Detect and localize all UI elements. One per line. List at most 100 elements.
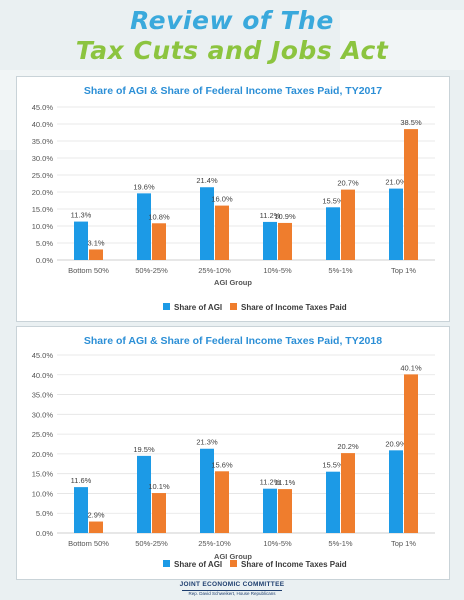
y-tick-label: 25.0% xyxy=(32,171,54,180)
bar xyxy=(137,455,151,533)
x-tick-label: 10%-5% xyxy=(263,266,292,275)
data-label: 11.3% xyxy=(71,211,92,220)
data-label: 21.4% xyxy=(196,176,218,185)
data-label: 11.1% xyxy=(275,478,296,487)
data-label: 20.2% xyxy=(337,442,359,451)
footer-logo: JOINT ECONOMIC COMMITTEE Rep. David Schw… xyxy=(0,581,464,596)
data-label: 10.1% xyxy=(148,482,170,491)
x-tick-label: Top 1% xyxy=(391,539,416,548)
headline-line-1: Review of The xyxy=(130,6,334,35)
data-label: 21.0% xyxy=(385,178,407,187)
legend-swatch xyxy=(230,303,237,310)
x-axis-label: AGI Group xyxy=(214,552,252,561)
bar xyxy=(341,453,355,533)
data-label: 15.5% xyxy=(322,461,344,470)
footer-sub: Rep. David Schweikert, House Republicans xyxy=(188,590,276,596)
bar xyxy=(89,249,103,260)
y-tick-label: 45.0% xyxy=(32,351,54,360)
chart-ty2018: Share of AGI & Share of Federal Income T… xyxy=(32,335,435,569)
data-label: 15.5% xyxy=(322,196,344,205)
legend-swatch xyxy=(163,560,170,567)
footer-org: JOINT ECONOMIC COMMITTEE xyxy=(179,581,285,588)
legend-label: Share of Income Taxes Paid xyxy=(241,560,347,569)
bar xyxy=(326,471,340,533)
y-tick-label: 35.0% xyxy=(32,137,54,146)
y-tick-label: 10.0% xyxy=(32,222,54,231)
x-tick-label: Bottom 50% xyxy=(68,539,109,548)
bar xyxy=(152,223,166,260)
data-label: 16.0% xyxy=(211,195,233,204)
chart-title: Share of AGI & Share of Federal Income T… xyxy=(84,335,382,347)
bar xyxy=(74,221,88,260)
legend-swatch xyxy=(230,560,237,567)
bar xyxy=(404,374,418,533)
bar xyxy=(74,487,88,533)
data-label: 38.5% xyxy=(400,118,422,127)
data-label: 11.2% xyxy=(260,211,281,220)
data-label: 40.1% xyxy=(400,363,422,372)
y-tick-label: 20.0% xyxy=(32,450,54,459)
data-label: 19.6% xyxy=(133,182,155,191)
y-tick-label: 40.0% xyxy=(32,371,54,380)
bar xyxy=(215,471,229,533)
x-tick-label: 25%-10% xyxy=(198,539,231,548)
y-tick-label: 20.0% xyxy=(32,188,54,197)
bar xyxy=(152,493,166,533)
bar xyxy=(341,189,355,260)
x-tick-label: 10%-5% xyxy=(263,539,292,548)
legend-label: Share of AGI xyxy=(174,560,222,569)
y-tick-label: 35.0% xyxy=(32,391,54,400)
data-label: 20.9% xyxy=(385,439,407,448)
bar xyxy=(89,521,103,533)
bar xyxy=(200,187,214,260)
chart-title: Share of AGI & Share of Federal Income T… xyxy=(84,85,382,97)
x-tick-label: Top 1% xyxy=(391,266,416,275)
chart-ty2017: Share of AGI & Share of Federal Income T… xyxy=(32,85,435,312)
y-tick-label: 40.0% xyxy=(32,120,54,129)
y-tick-label: 5.0% xyxy=(36,239,53,248)
headline-line-2: Tax Cuts and Jobs Act xyxy=(75,36,389,65)
x-tick-label: 5%-1% xyxy=(328,266,353,275)
data-label: 10.9% xyxy=(274,212,296,221)
data-label: 11.2% xyxy=(260,478,281,487)
x-tick-label: Bottom 50% xyxy=(68,266,109,275)
bar xyxy=(389,188,403,260)
data-label: 21.3% xyxy=(196,438,218,447)
background-shape xyxy=(340,10,464,70)
bar xyxy=(278,222,292,260)
bar xyxy=(215,205,229,260)
y-tick-label: 15.0% xyxy=(32,470,54,479)
y-tick-label: 25.0% xyxy=(32,430,54,439)
data-label: 15.6% xyxy=(211,460,233,469)
y-tick-label: 45.0% xyxy=(32,103,54,112)
chart-panel-2018: Share of AGI & Share of Federal Income T… xyxy=(16,326,450,580)
bar xyxy=(389,450,403,533)
legend-label: Share of AGI xyxy=(174,303,222,312)
data-label: 2.9% xyxy=(87,511,104,520)
y-tick-label: 0.0% xyxy=(36,256,53,265)
bar xyxy=(200,448,214,533)
y-tick-label: 30.0% xyxy=(32,154,54,163)
bar xyxy=(404,129,418,260)
y-tick-label: 0.0% xyxy=(36,529,53,538)
data-label: 20.7% xyxy=(337,179,359,188)
y-tick-label: 10.0% xyxy=(32,489,54,498)
bar xyxy=(326,207,340,260)
bar xyxy=(278,489,292,533)
data-label: 10.8% xyxy=(148,212,170,221)
y-tick-label: 30.0% xyxy=(32,410,54,419)
chart-panel-2017: Share of AGI & Share of Federal Income T… xyxy=(16,76,450,322)
x-tick-label: 5%-1% xyxy=(328,539,353,548)
bar xyxy=(137,193,151,260)
y-tick-label: 15.0% xyxy=(32,205,54,214)
data-label: 11.6% xyxy=(71,476,92,485)
x-tick-label: 25%-10% xyxy=(198,266,231,275)
legend-swatch xyxy=(163,303,170,310)
legend-label: Share of Income Taxes Paid xyxy=(241,303,347,312)
data-label: 19.5% xyxy=(133,445,155,454)
footer-rule xyxy=(182,589,282,591)
bar xyxy=(263,488,277,533)
data-label: 3.1% xyxy=(87,238,104,247)
y-tick-label: 5.0% xyxy=(36,509,53,518)
bar xyxy=(263,221,277,260)
